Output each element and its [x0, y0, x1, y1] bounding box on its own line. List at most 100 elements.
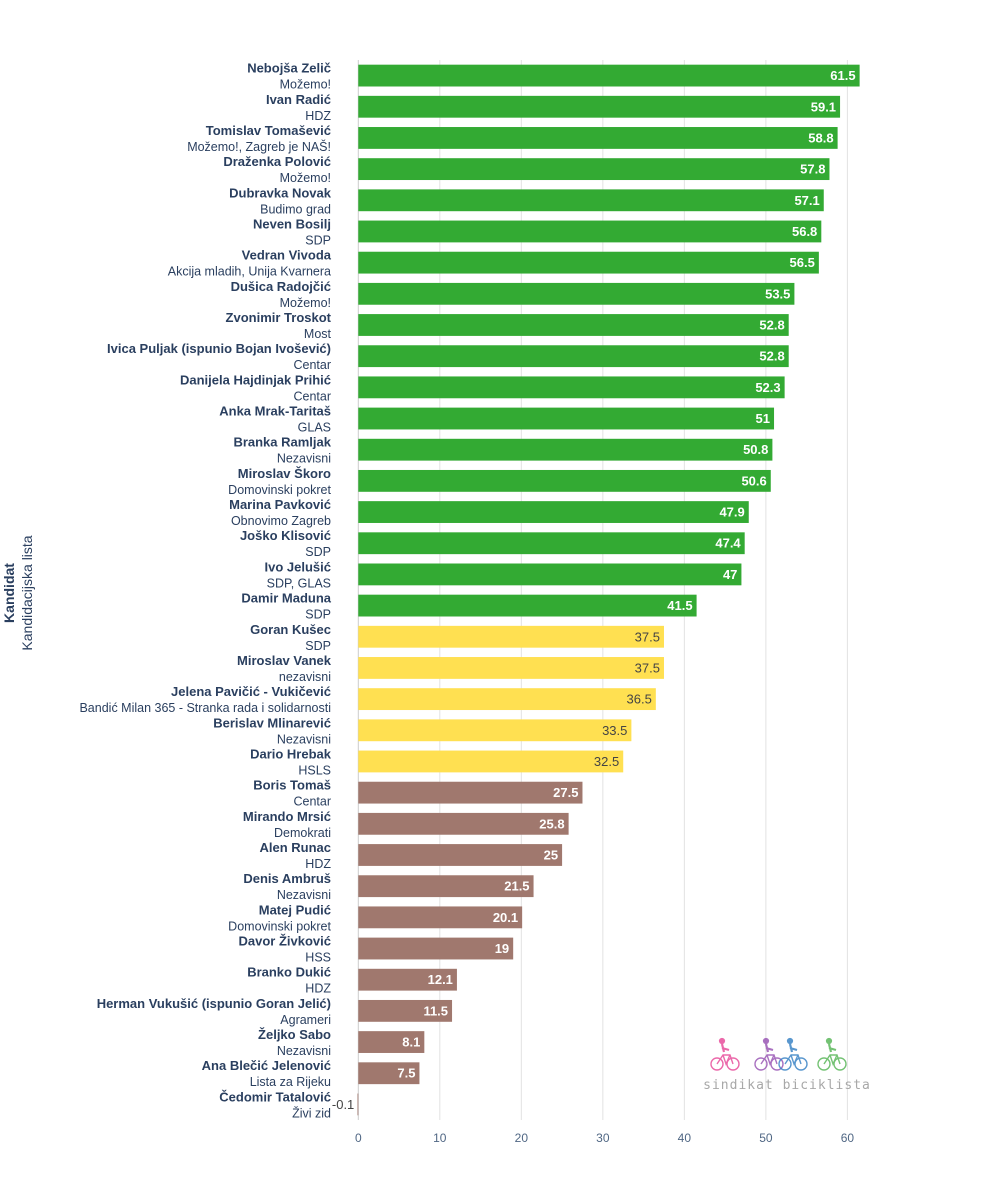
bar [358, 657, 664, 679]
bar [358, 750, 624, 773]
data-label: 8.1 [402, 1035, 420, 1050]
candidate-list: Nezavisni [277, 732, 331, 746]
data-label: 57.8 [800, 162, 825, 177]
candidate-name: Berislav Mlinarević [213, 715, 331, 730]
bar [358, 532, 745, 555]
y-axis-title-main: Kandidat [1, 563, 17, 623]
bar [358, 438, 773, 461]
watermark-text: sindikat biciklista [703, 1078, 871, 1093]
candidate-name: Danijela Hajdinjak Prihić [180, 372, 331, 387]
wheel [726, 1057, 740, 1071]
bar [358, 127, 838, 149]
candidate-list: HDZ [305, 857, 331, 871]
wheel [833, 1057, 847, 1071]
candidate-list: Obnovimo Zagreb [231, 514, 331, 528]
bar [358, 95, 841, 118]
x-tick-label: 50 [759, 1131, 773, 1145]
candidate-name: Herman Vukušić (ispunio Goran Jelić) [97, 996, 331, 1011]
candidate-name: Branka Ramljak [233, 435, 331, 450]
bar [358, 968, 457, 991]
candidate-name: Neven Bosilj [253, 216, 331, 231]
bar [358, 625, 664, 648]
candidate-name: Matej Pudić [259, 902, 331, 917]
x-tick-label: 30 [596, 1131, 610, 1145]
y-axis-title: Kandidat Kandidacijska lista [1, 535, 35, 650]
bicycle-icon [754, 1037, 784, 1071]
bar [358, 719, 632, 742]
candidate-name: Zvonimir Troskot [226, 310, 332, 325]
x-tick-label: 20 [515, 1131, 529, 1145]
bar [358, 501, 749, 523]
bar [358, 781, 583, 804]
bicycle-icon [817, 1037, 847, 1071]
data-label: 19 [495, 941, 509, 956]
x-tick-label: 60 [841, 1131, 855, 1145]
data-label: 56.5 [790, 255, 815, 270]
candidate-list: Centar [293, 795, 331, 809]
data-label: 50.6 [741, 473, 766, 488]
candidate-name: Branko Dukić [247, 965, 331, 980]
frame [784, 1054, 802, 1066]
data-label: 27.5 [553, 785, 578, 800]
candidate-list: SDP [305, 545, 331, 559]
candidate-name: Vedran Vivoda [242, 248, 332, 263]
candidate-name: Nebojša Zelič [247, 61, 331, 76]
candidate-list: HSLS [298, 763, 331, 777]
candidate-list: Agrameri [280, 1013, 331, 1027]
data-label: 52.8 [759, 318, 784, 333]
data-label: 11.5 [423, 1003, 448, 1018]
gridlines [357, 60, 848, 1120]
candidate-list: HDZ [305, 109, 331, 123]
data-label: 47.9 [719, 505, 744, 520]
candidate-name: Željko Sabo [258, 1027, 331, 1042]
rider-head [825, 1037, 833, 1045]
candidate-list: Demokrati [274, 826, 331, 840]
rider [827, 1043, 837, 1053]
candidate-list: Bandić Milan 365 - Stranka rada i solida… [79, 701, 331, 715]
candidate-list: Domovinski pokret [228, 919, 331, 933]
data-label: 33.5 [602, 723, 627, 738]
bar [358, 189, 824, 212]
bar [358, 158, 830, 181]
data-label: 12.1 [428, 972, 453, 987]
wheel [817, 1057, 831, 1071]
bicycle-icon [778, 1037, 808, 1071]
bar [358, 314, 789, 336]
x-tick-label: 40 [678, 1131, 692, 1145]
candidate-list: Domovinski pokret [228, 483, 331, 497]
bar [358, 999, 453, 1022]
x-axis-ticks: 0 10 20 30 40 50 60 [355, 1131, 854, 1145]
bars [357, 64, 860, 1116]
bar [358, 407, 775, 430]
wheel [778, 1057, 792, 1071]
candidate-name: Joško Klisović [240, 528, 331, 543]
rider [720, 1043, 730, 1053]
wheel [710, 1057, 724, 1071]
candidate-name: Mirando Mrsić [243, 809, 331, 824]
bar [358, 688, 656, 711]
candidate-name: Dubravka Novak [229, 185, 332, 200]
candidate-name: Boris Tomaš [253, 778, 331, 793]
data-label: 53.5 [765, 286, 790, 301]
wheel [794, 1057, 808, 1071]
bar [358, 469, 771, 492]
rider [764, 1043, 774, 1053]
data-label: 37.5 [635, 660, 660, 675]
candidate-list: SDP, GLAS [267, 576, 331, 590]
candidate-list: SDP [305, 639, 331, 653]
data-label: 47 [723, 567, 737, 582]
data-label: 41.5 [667, 598, 692, 613]
rider-head [718, 1037, 726, 1045]
data-label: 37.5 [635, 629, 660, 644]
x-tick-label: 10 [433, 1131, 447, 1145]
candidate-list: Možemo! [280, 296, 331, 310]
candidate-list: SDP [305, 233, 331, 247]
bar [358, 1062, 420, 1085]
bar [358, 220, 822, 243]
candidate-name: Anka Mrak-Taritaš [219, 404, 331, 419]
data-label: 52.8 [759, 349, 784, 364]
data-label: 58.8 [808, 130, 833, 145]
candidate-name: Alen Runac [259, 840, 331, 855]
